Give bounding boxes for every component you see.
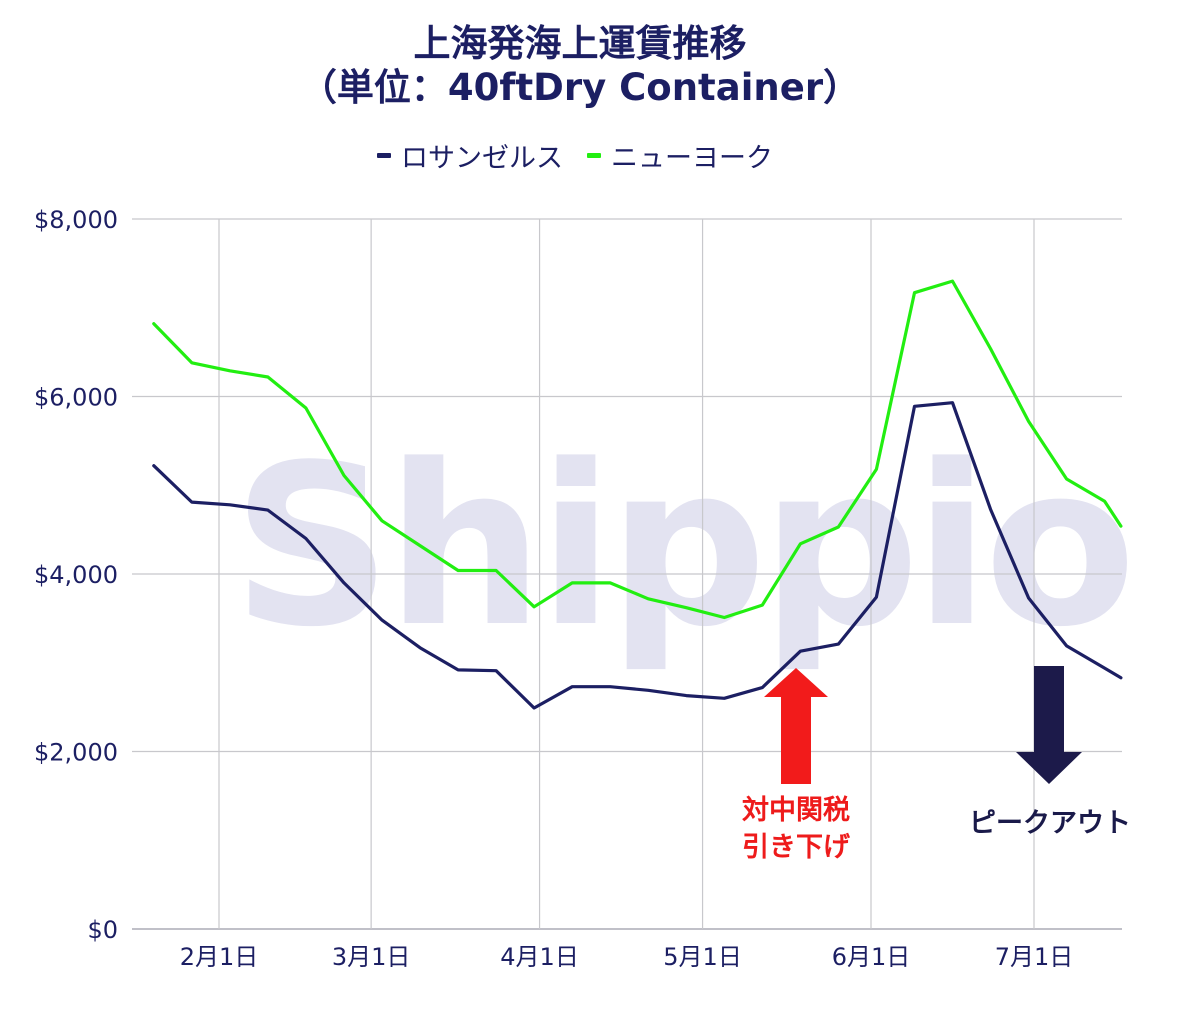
- chart-title-line-1: 上海発海上運賃推移: [413, 22, 747, 65]
- annotation-arrows: [764, 666, 1082, 784]
- annotation-tariff-cut-line-1: 対中関税: [742, 795, 850, 826]
- y-tick-label: $4,000: [34, 561, 118, 589]
- annotation-peak-out: ピークアウト: [969, 808, 1131, 839]
- legend-swatch-new-york: [587, 153, 601, 158]
- chart-legend: ロサンゼルス ニューヨーク: [0, 136, 1150, 175]
- x-tick-label: 3月1日: [332, 943, 411, 971]
- series-line-new-york: [152, 279, 1123, 620]
- annotation-tariff-cut: 対中関税 引き下げ: [716, 792, 876, 866]
- legend-label-los-angeles: ロサンゼルス: [401, 143, 563, 174]
- legend-swatch-los-angeles: [377, 153, 391, 158]
- chart-title-line-2: （単位：40ftDry Container）: [299, 66, 861, 109]
- chart-title: 上海発海上運賃推移 （単位：40ftDry Container）: [0, 22, 1160, 110]
- series-line-los-angeles: [152, 401, 1123, 710]
- legend-item-new-york: ニューヨーク: [587, 136, 773, 175]
- series-lines: [152, 279, 1123, 710]
- x-tick-label: 2月1日: [180, 943, 259, 971]
- axis-labels: $0 $2,000 $4,000 $6,000 $8,000 2月1日 3月1日 4月1日 5月…: [34, 206, 1073, 971]
- annotation-tariff-cut-line-2: 引き下げ: [742, 832, 850, 863]
- y-tick-label: $0: [87, 916, 118, 944]
- y-tick-label: $6,000: [34, 384, 118, 412]
- y-tick-label: $8,000: [34, 206, 118, 234]
- peak-out-down-arrow: [1016, 666, 1082, 784]
- legend-item-los-angeles: ロサンゼルス: [377, 136, 563, 175]
- x-tick-label: 4月1日: [500, 943, 579, 971]
- y-tick-label: $2,000: [34, 739, 118, 767]
- x-tick-label: 5月1日: [663, 943, 742, 971]
- tariff-cut-up-arrow: [764, 668, 828, 784]
- x-tick-label: 6月1日: [832, 943, 911, 971]
- legend-label-new-york: ニューヨーク: [611, 143, 773, 174]
- grid-lines: [132, 218, 1122, 930]
- x-tick-label: 7月1日: [995, 943, 1074, 971]
